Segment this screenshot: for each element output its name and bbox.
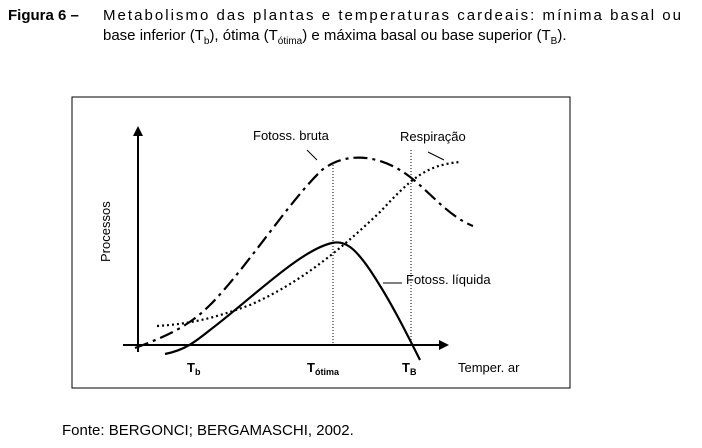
point-symbol: T [307, 360, 315, 375]
caption-subscript: ótima [278, 36, 303, 47]
caption-line: Metabolismo das plantas e temperaturas c… [103, 7, 681, 24]
caption-text: ) e máxima basal ou base superior (T [302, 27, 550, 44]
point-symbol: T [187, 360, 195, 375]
caption-text: ), ótima (T [209, 27, 277, 44]
x-axis-label: Temper. ar [458, 360, 520, 375]
curve-respiration [156, 160, 461, 328]
y-axis-label: Processos [98, 201, 113, 262]
point-subscript: ótima [315, 367, 340, 377]
caption-subscript: B [551, 36, 558, 47]
figure-label: Figura 6 – [8, 7, 79, 24]
curve-net-photosynthesis [164, 241, 421, 361]
leader-line [427, 151, 445, 161]
curve-gross-photosynthesis [134, 156, 474, 350]
curve-label: Respiração [400, 129, 466, 144]
leader-line [306, 149, 318, 161]
source-note: Fonte: BERGONCI; BERGAMASCHI, 2002. [62, 422, 354, 439]
point-subscript: B [410, 367, 417, 377]
caption-text: base inferior (T [103, 27, 204, 44]
curve-label: Fotoss. líquida [406, 272, 491, 287]
point-label: TB [402, 360, 417, 377]
point-label: Tb [187, 360, 201, 377]
curve-label: Fotoss. bruta [253, 128, 330, 143]
point-label: Tótima [307, 360, 340, 377]
caption-subscript: b [204, 36, 210, 47]
figure-frame [71, 96, 571, 389]
caption-line: base inferior (Tb), ótima (Tótima) e máx… [103, 27, 567, 47]
point-subscript: b [195, 367, 201, 377]
point-symbol: T [402, 360, 410, 375]
caption-text: ). [557, 27, 566, 44]
